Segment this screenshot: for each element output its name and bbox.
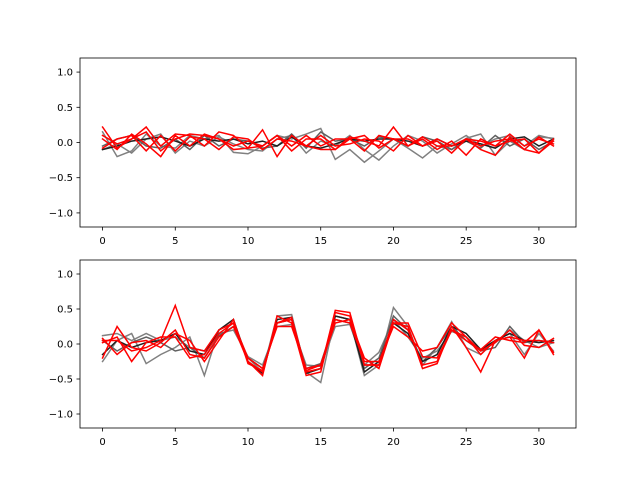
y-tick-label: −0.5 — [49, 173, 73, 184]
bottom-subplot: 0 5 10 15 20 25 30 −1.0 −0.5 0.0 0.5 1.0 — [49, 259, 577, 448]
y-tick-label: −1.0 — [49, 208, 73, 219]
x-tick-label: 30 — [533, 437, 546, 448]
x-tick-label: 5 — [172, 236, 178, 247]
x-tick-label: 20 — [387, 437, 400, 448]
series-line-0 — [101, 305, 555, 384]
y-tick-label: 0.0 — [57, 340, 73, 351]
y-tick-label: −1.0 — [49, 410, 73, 421]
series-line-7 — [101, 130, 555, 154]
x-tick-label: 25 — [460, 437, 473, 448]
x-tick-label: 10 — [242, 437, 255, 448]
x-tick-label: 15 — [314, 437, 327, 448]
series-group — [101, 125, 555, 164]
series-line-3 — [101, 135, 555, 151]
x-tick-label: 15 — [314, 236, 327, 247]
x-tick-label: 30 — [533, 236, 546, 247]
x-tick-label: 20 — [387, 236, 400, 247]
y-tick-label: 0.5 — [57, 305, 73, 316]
x-tick-label: 25 — [460, 236, 473, 247]
series-line-6 — [101, 134, 555, 157]
series-group — [101, 303, 555, 384]
x-tick-label: 0 — [99, 437, 105, 448]
y-tick-label: 1.0 — [57, 270, 73, 281]
x-tick-label: 0 — [99, 236, 105, 247]
x-tick-label: 5 — [172, 437, 178, 448]
top-subplot: 0 5 10 15 20 25 30 −1.0 −0.5 0.0 0.5 1.0 — [49, 57, 577, 247]
y-tick-label: 0.5 — [57, 103, 73, 114]
y-tick-label: 1.0 — [57, 68, 73, 79]
x-tick-label: 10 — [242, 236, 255, 247]
series-line-7 — [101, 316, 555, 372]
y-tick-label: 0.0 — [57, 138, 73, 149]
series-line-5 — [101, 125, 555, 158]
y-tick-label: −0.5 — [49, 375, 73, 386]
